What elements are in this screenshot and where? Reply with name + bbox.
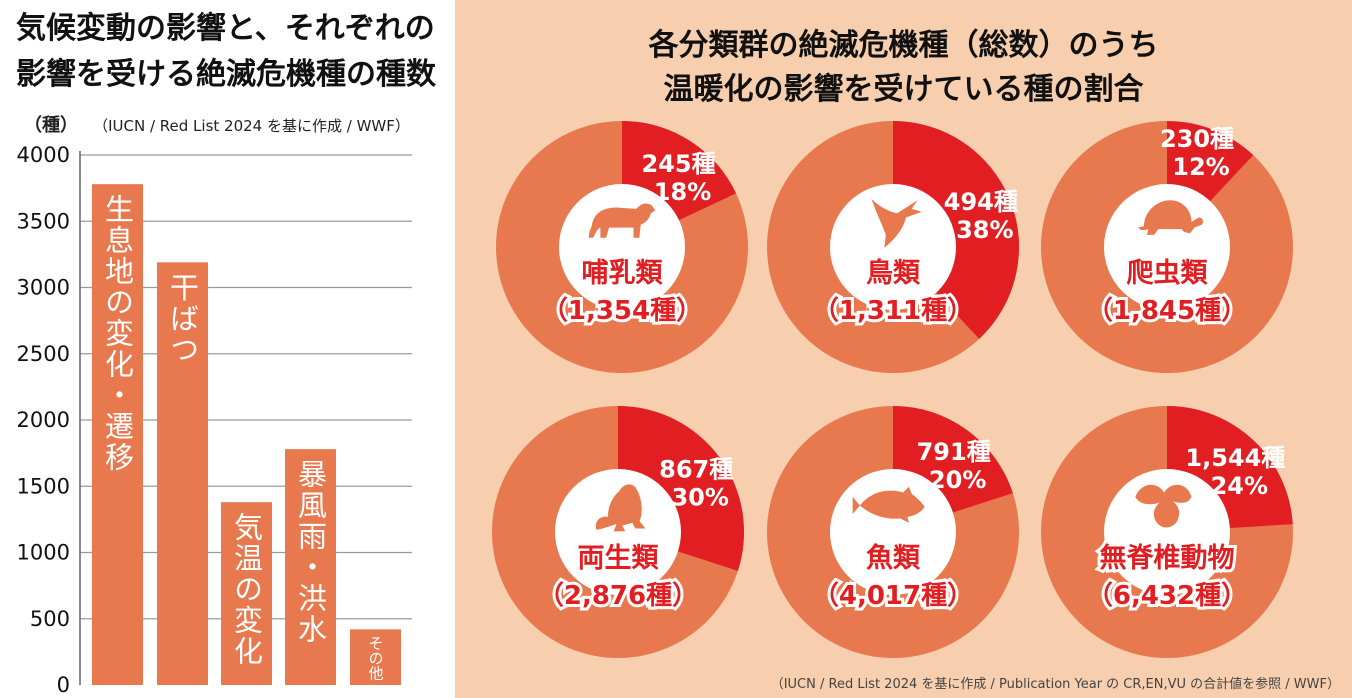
pie-group-label: 鳥類 xyxy=(866,258,921,289)
pie-inner-circle xyxy=(559,184,685,310)
bar-chart-title: 気候変動の影響と、それぞれの 影響を受ける絶滅危機種の種数 xyxy=(16,6,446,98)
pie-percent-label: 38% xyxy=(956,216,1013,244)
pie-percent-label: 20% xyxy=(929,466,986,494)
bar-5 xyxy=(350,629,401,685)
y-tick-label: 3000 xyxy=(17,276,70,300)
pie-percent-label: 24% xyxy=(1211,472,1268,500)
pie-percent-label: 30% xyxy=(671,483,728,511)
y-tick-label: 1000 xyxy=(17,541,70,565)
pie-total-label: （1,354種） xyxy=(542,296,702,326)
left-panel: 気候変動の影響と、それぞれの 影響を受ける絶滅危機種の種数 （種） （IUCN … xyxy=(0,0,455,698)
pie-total-label: （1,845種） xyxy=(1087,296,1247,326)
pie-group-label: 哺乳類 xyxy=(582,258,664,289)
pie-charts-title-line1: 各分類群の絶滅危機種（総数）のうち xyxy=(648,28,1159,63)
pie-count-label: 245種 xyxy=(641,150,715,178)
y-tick-label: 2000 xyxy=(17,408,70,432)
pie-count-label: 230種 xyxy=(1160,125,1234,153)
frog-icon xyxy=(595,484,646,532)
pie-group-label: 両生類 xyxy=(578,543,660,574)
pie-total-label: （4,017種） xyxy=(813,581,973,611)
bear-icon xyxy=(588,203,656,238)
bar-chart-source: （IUCN / Red List 2024 を基に作成 / WWF） xyxy=(93,117,410,135)
bar-4 xyxy=(285,449,336,685)
right-panel: 各分類群の絶滅危機種（総数）のうち 温暖化の影響を受けている種の割合 哺乳類 （1… xyxy=(455,0,1352,698)
y-tick-label: 3500 xyxy=(17,209,70,233)
turtle-icon xyxy=(1138,200,1204,235)
bird-icon xyxy=(871,198,922,248)
bar-chart-title-line2: 影響を受ける絶滅危機種の種数 xyxy=(16,57,436,92)
pie-count-label: 1,544種 xyxy=(1185,444,1285,472)
y-tick-label: 2500 xyxy=(17,342,70,366)
pie-total-label: （2,876種） xyxy=(538,581,698,611)
bar-2 xyxy=(157,262,208,685)
bar-category-label: 気温の変化 xyxy=(230,512,264,667)
pie-highlight-slice xyxy=(893,121,1020,339)
pie-total-label: （6,432種） xyxy=(1087,581,1247,611)
bar-1 xyxy=(92,184,143,685)
bar-chart-subtitle: （種） （IUCN / Red List 2024 を基に作成 / WWF） xyxy=(24,111,410,137)
pie-charts-title-line2: 温暖化の影響を受けている種の割合 xyxy=(663,72,1144,107)
bee-icon xyxy=(1135,484,1192,528)
pie-percent-label: 12% xyxy=(1172,153,1229,181)
pie-charts-source: （IUCN / Red List 2024 を基に作成 / Publicatio… xyxy=(770,677,1340,692)
pie-group-label: 無脊椎動物 xyxy=(1100,543,1235,574)
bar-category-label: 生息地の変化・遷移 xyxy=(101,194,135,473)
pie-total-label: （1,311種） xyxy=(813,296,973,326)
bar-chart-title-line1: 気候変動の影響と、それぞれの xyxy=(16,11,435,46)
fish-icon xyxy=(852,486,925,523)
pie-inner-circle xyxy=(830,469,956,595)
pie-percent-label: 18% xyxy=(654,178,711,206)
pie-group-label: 魚類 xyxy=(866,542,921,574)
y-tick-label: 4000 xyxy=(17,143,70,167)
y-tick-label: 500 xyxy=(30,607,70,631)
pie-count-label: 494種 xyxy=(944,188,1018,216)
y-axis-unit: （種） xyxy=(24,115,78,136)
pie-group-label: 爬虫類 xyxy=(1127,258,1209,289)
pie-count-label: 791種 xyxy=(917,438,991,466)
bar-category-label: 干ばつ xyxy=(166,272,200,365)
bar-chart: 0 500 1000 1500 2000 2500 3000 3500 4000 生息地の変化・遷… xyxy=(17,143,412,697)
y-tick-label: 1500 xyxy=(17,474,70,498)
pie-inner-circle xyxy=(1104,469,1230,595)
pie-inner-circle xyxy=(555,469,681,595)
bar-category-label: 暴風雨・洪水 xyxy=(294,459,328,645)
pie-inner-circle xyxy=(830,184,956,310)
pie-count-label: 867種 xyxy=(659,455,733,483)
pie-inner-circle xyxy=(1104,184,1230,310)
bar-3 xyxy=(221,502,272,685)
pie-charts-title: 各分類群の絶滅危機種（総数）のうち 温暖化の影響を受けている種の割合 xyxy=(455,24,1352,112)
y-tick-label: 0 xyxy=(57,673,70,697)
bar-category-label: その他 xyxy=(367,635,385,681)
